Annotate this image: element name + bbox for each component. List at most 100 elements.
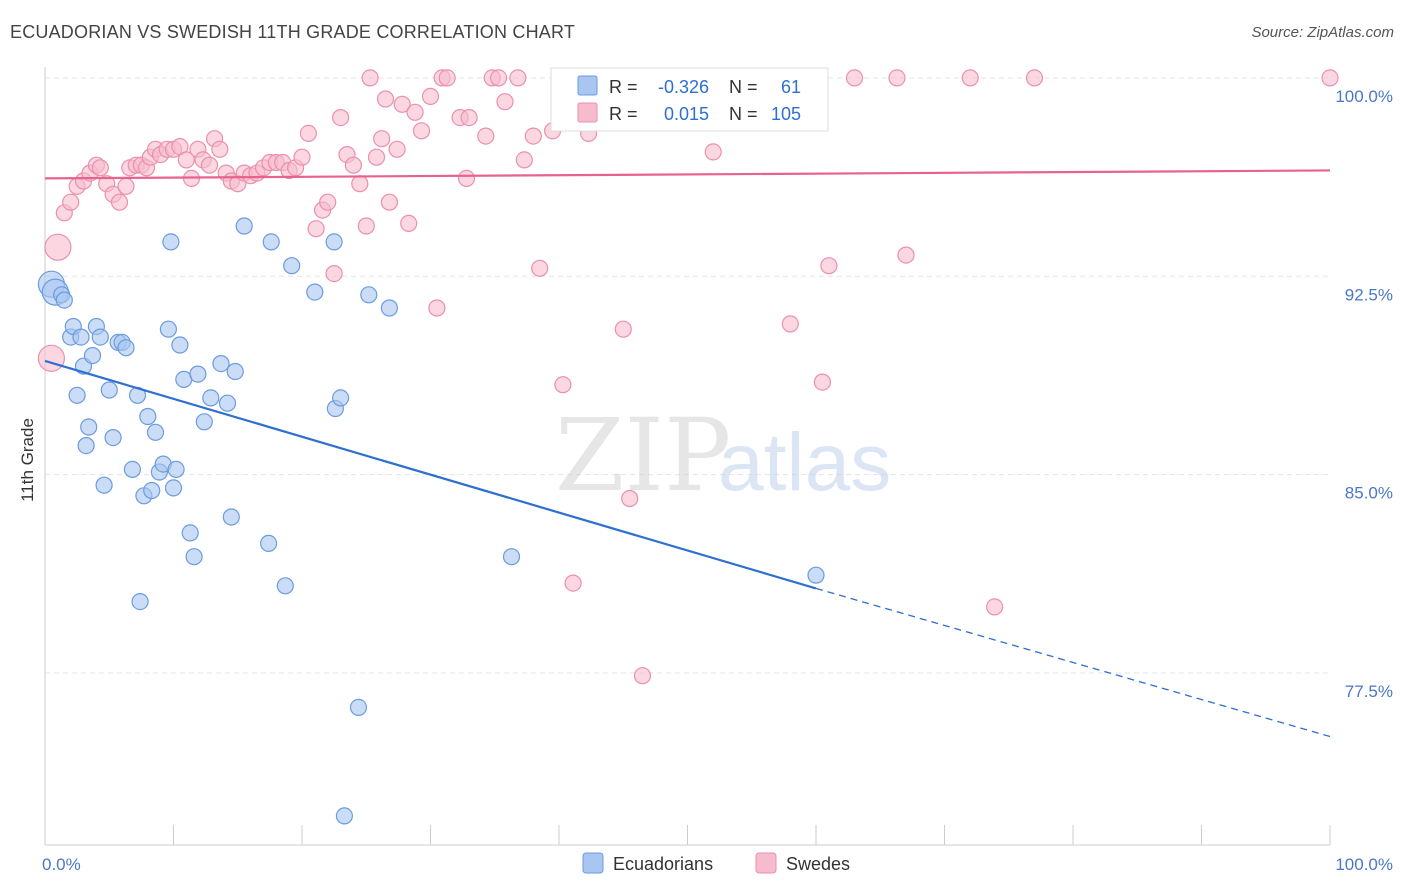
ecuadorian-point	[332, 389, 350, 407]
swede-point	[477, 127, 495, 145]
swede-point	[813, 373, 832, 391]
ecuadorian-point	[226, 362, 244, 381]
ecuadorian-point	[131, 592, 149, 611]
swede-point	[460, 108, 478, 127]
y-tick-label: 85.0%	[1345, 484, 1393, 503]
swede-point	[1025, 69, 1044, 87]
swede-point	[110, 193, 129, 211]
swede-point	[820, 257, 838, 275]
swede-point	[621, 489, 639, 508]
ecuadorian-point	[202, 389, 220, 407]
ecuadorian-point	[262, 233, 280, 251]
series-legend: Ecuadorians Swedes	[582, 852, 850, 874]
ecuadorian-point	[276, 577, 294, 595]
swede-point	[412, 122, 431, 140]
swede-point	[200, 156, 219, 174]
swede-point	[633, 667, 652, 685]
swede-point	[319, 193, 337, 211]
ecuadorian-point	[260, 534, 278, 553]
legend-swatch-ecuadorians	[577, 75, 598, 96]
ecuadorian-point	[349, 698, 368, 717]
swede-point	[438, 69, 456, 87]
swede-point	[62, 193, 80, 211]
ecuadorian-point	[283, 257, 301, 275]
swede-point	[845, 69, 864, 87]
ecuadorian-point	[185, 548, 203, 566]
ecuadorian-point	[143, 481, 161, 500]
swede-point	[614, 320, 632, 338]
trend-layer	[44, 169, 1331, 738]
swede-point	[91, 159, 109, 177]
swede-point	[344, 156, 362, 174]
swede-point	[564, 574, 582, 592]
swede-point	[351, 175, 369, 193]
ecuadorian-point	[212, 355, 230, 373]
swede-point	[307, 220, 325, 238]
ecuadorian-point	[380, 299, 398, 317]
ecuadorian-point	[218, 394, 237, 412]
ecuadorian-point	[77, 437, 95, 455]
swede-point	[332, 108, 350, 127]
swede-point	[509, 69, 527, 87]
swede-point	[888, 69, 906, 87]
swede-point	[490, 69, 508, 87]
swede-point	[985, 598, 1004, 616]
legend-n-label-1: N =	[729, 77, 758, 97]
ecuadorian-trend-extension	[815, 587, 1331, 738]
swede-point	[1321, 69, 1339, 87]
ecuadorian-point	[325, 233, 343, 251]
series-legend-label-swedes: Swedes	[786, 854, 850, 874]
swede-point	[44, 233, 72, 261]
legend-swatch-swedes	[577, 102, 598, 123]
swede-point	[524, 127, 542, 145]
ecuadorian-point	[360, 286, 378, 304]
watermark-atlas: atlas	[718, 417, 891, 508]
ecuadorian-trend-line	[44, 359, 817, 590]
ecuadorian-point	[55, 291, 73, 309]
ecuadorian-point	[104, 429, 122, 447]
swede-point	[406, 103, 424, 121]
legend-n-value-1: 61	[781, 77, 801, 97]
ecuadorian-point	[91, 328, 109, 346]
ecuadorian-point	[335, 807, 353, 825]
swede-point	[117, 177, 135, 195]
ecuadorian-point	[502, 548, 521, 566]
ecuadorian-point	[68, 386, 86, 404]
ecuadorian-point	[117, 339, 135, 357]
ecuadorian-point	[164, 479, 183, 497]
swede-point	[515, 151, 533, 169]
watermark-zip: ZIP	[555, 397, 731, 514]
swede-point	[781, 315, 799, 333]
swede-point	[496, 93, 514, 111]
stats-legend: R = -0.326 N = 61 R = 0.015 N = 105	[550, 67, 829, 132]
ecuadorian-point	[807, 566, 825, 584]
legend-n-label-2: N =	[729, 104, 758, 124]
ecuadorian-point	[189, 365, 207, 383]
swede-point	[380, 193, 398, 211]
ecuadorian-point	[83, 347, 102, 365]
swede-point	[211, 140, 229, 158]
legend-r-value-2: 0.015	[664, 104, 709, 124]
swede-trend-line	[44, 169, 1331, 180]
swede-point	[373, 130, 391, 148]
ecuadorian-point	[222, 508, 240, 526]
legend-r-label-2: R =	[609, 104, 638, 124]
ecuadorian-point	[123, 460, 141, 478]
x-tick-label: 0.0%	[42, 855, 81, 874]
swede-point	[299, 124, 317, 142]
swede-point	[361, 69, 379, 87]
ecuadorian-point	[235, 217, 253, 235]
series-legend-swatch-ecuadorians	[582, 852, 604, 874]
ecuadorian-point	[146, 423, 165, 441]
swede-point	[400, 214, 418, 232]
swede-point	[177, 151, 195, 169]
ecuadorian-point	[195, 413, 213, 431]
y-axis-label: 11th Grade	[18, 418, 37, 502]
swede-point	[897, 246, 915, 264]
swede-point	[554, 376, 572, 394]
swede-point	[37, 344, 66, 372]
ecuadorian-point	[95, 476, 113, 494]
legend-n-value-2: 105	[771, 104, 801, 124]
ecuadorian-point	[159, 320, 177, 338]
